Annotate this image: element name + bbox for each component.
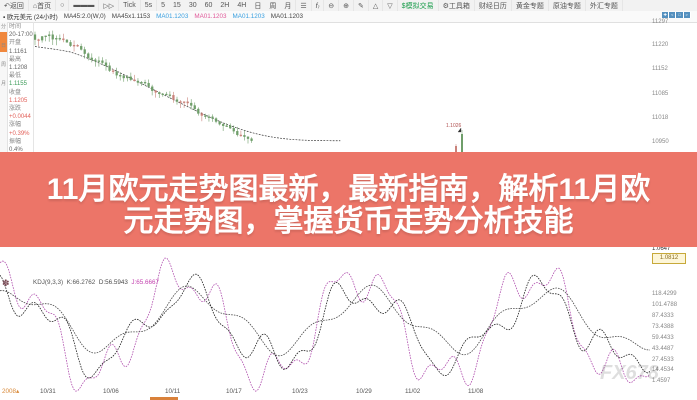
svg-text:1.1026: 1.1026	[446, 123, 462, 129]
